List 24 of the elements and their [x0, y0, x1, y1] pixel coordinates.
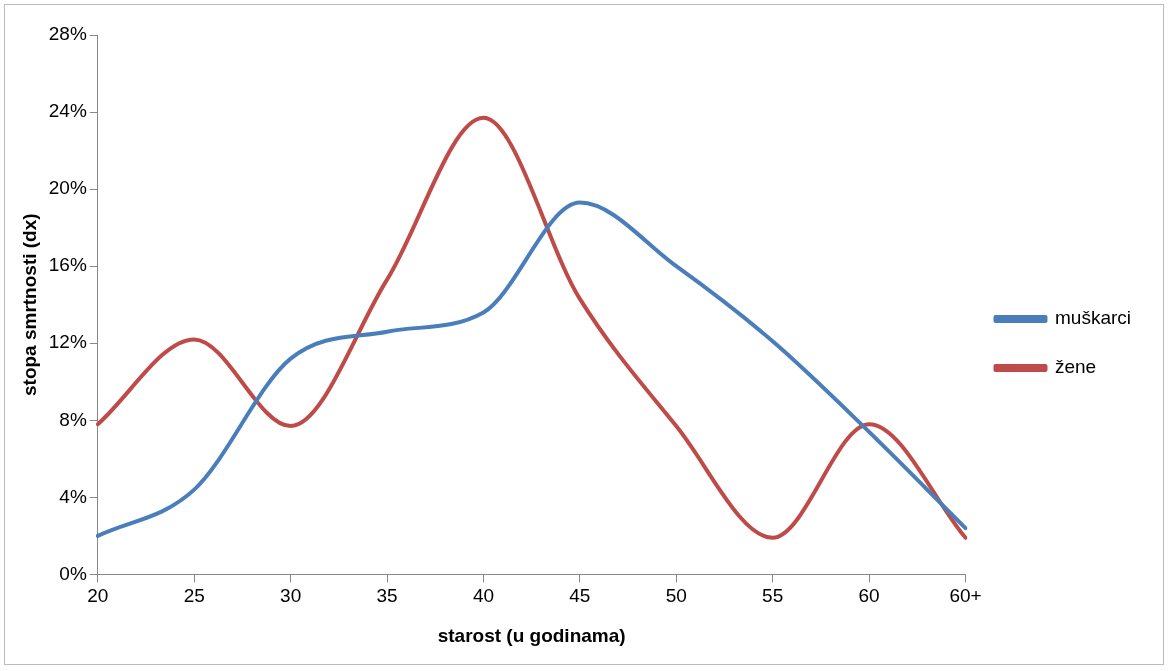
y-tick-label: 8% — [59, 408, 87, 430]
x-tick-label: 30 — [280, 585, 302, 607]
line-series — [95, 115, 968, 540]
y-tick-label: 28% — [48, 23, 87, 45]
x-tick-label: 35 — [376, 585, 398, 607]
x-tick-label: 45 — [569, 585, 591, 607]
legend-label: žene — [1054, 356, 1097, 378]
y-axis-title: stopa smrtnosti (dx) — [18, 213, 40, 397]
y-tick-label: 16% — [48, 254, 87, 276]
x-tick-label: 25 — [183, 585, 205, 607]
y-tick-label: 24% — [48, 100, 87, 122]
y-tick-label: 0% — [59, 562, 87, 584]
x-tick-label: 60+ — [949, 585, 982, 607]
line-series — [95, 200, 968, 538]
legend-label: muškarci — [1054, 307, 1132, 329]
y-tick-label: 4% — [59, 485, 87, 507]
y-tick-label: 12% — [48, 331, 87, 353]
y-tick-label: 20% — [48, 177, 87, 199]
x-tick-label: 40 — [472, 585, 495, 607]
x-tick-label: 55 — [762, 585, 784, 607]
x-tick-label: 50 — [665, 585, 687, 607]
x-tick-label: 20 — [87, 585, 109, 607]
x-tick-label: 60 — [858, 585, 880, 607]
x-axis-title: starost (u godinama) — [437, 624, 626, 646]
